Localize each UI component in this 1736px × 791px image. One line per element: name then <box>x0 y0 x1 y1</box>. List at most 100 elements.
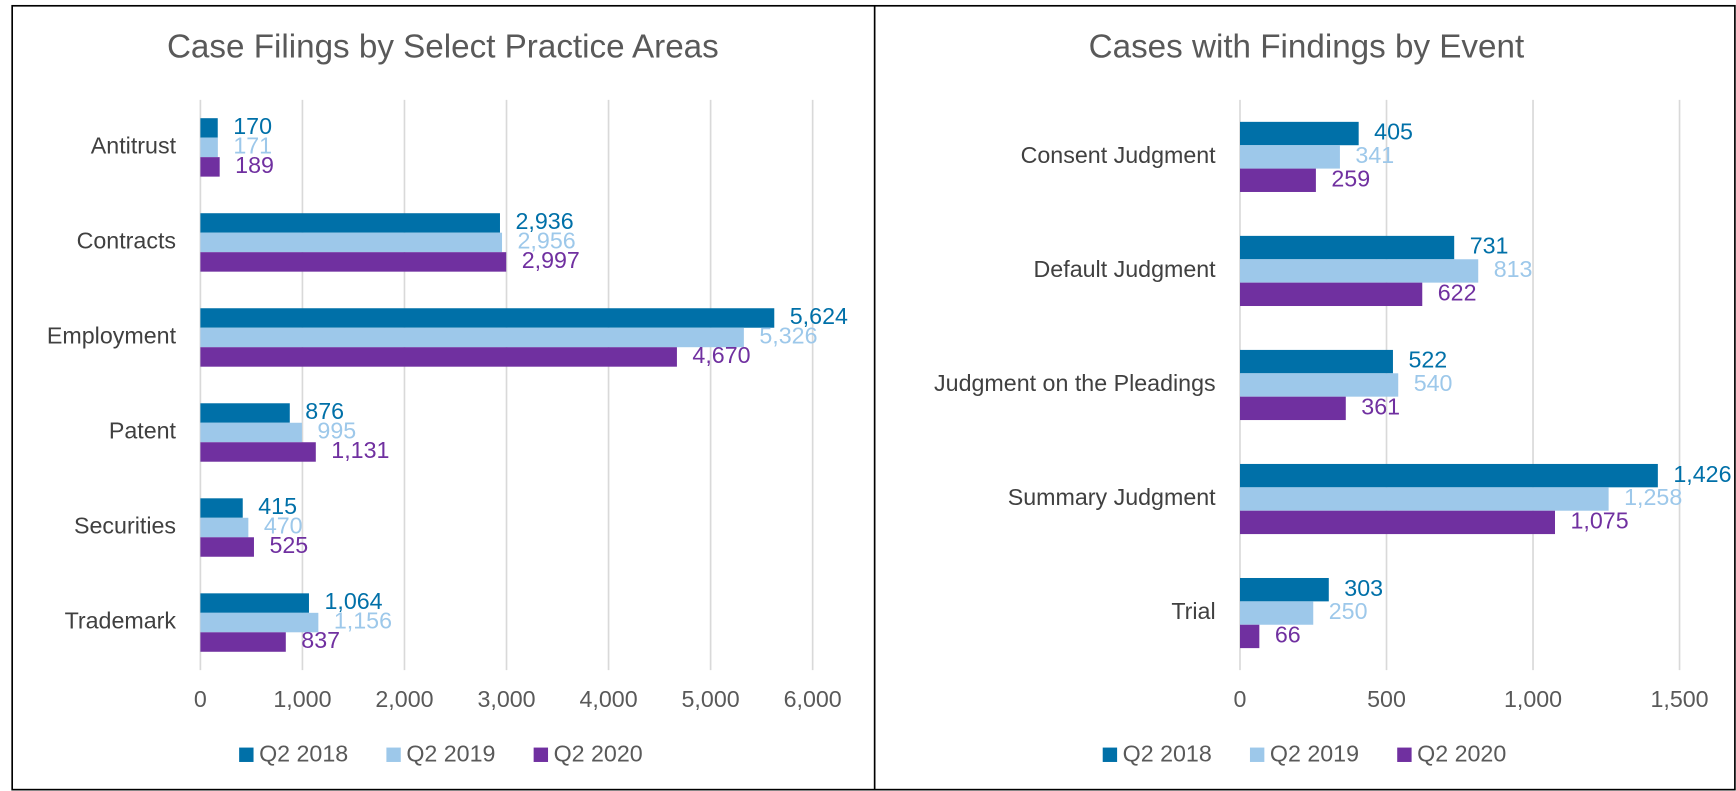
bar <box>1240 145 1340 169</box>
bar <box>200 442 316 462</box>
value-label: 470 <box>264 513 303 539</box>
bar <box>200 593 309 613</box>
bar <box>1240 235 1455 260</box>
bar <box>1240 396 1346 421</box>
bar <box>200 118 218 138</box>
value-label: 1,064 <box>324 588 382 614</box>
bar <box>200 517 249 538</box>
bar <box>200 232 503 253</box>
bar <box>200 213 500 233</box>
category-label: Patent <box>109 418 177 444</box>
category-label: Default Judgment <box>1034 256 1217 282</box>
value-label: 995 <box>317 418 356 444</box>
bar <box>200 308 775 328</box>
legend-label: Q2 2018 <box>1123 740 1212 766</box>
legend-swatch <box>1397 747 1412 762</box>
legend-label: Q2 2018 <box>259 740 348 766</box>
value-label: 622 <box>1438 279 1477 305</box>
value-label: 2,997 <box>522 247 580 273</box>
bar <box>1240 487 1609 511</box>
bar <box>1240 601 1314 625</box>
value-label: 171 <box>233 133 272 159</box>
category-label: Employment <box>47 323 177 349</box>
x-tick-label: 500 <box>1367 686 1406 712</box>
value-label: 525 <box>269 532 308 558</box>
value-label: 341 <box>1355 142 1394 168</box>
legend-swatch <box>533 747 549 762</box>
value-label: 540 <box>1414 370 1453 396</box>
value-label: 189 <box>235 152 274 178</box>
bar <box>200 157 220 177</box>
bar <box>1240 577 1329 602</box>
value-label: 813 <box>1494 256 1533 282</box>
legend-label: Q2 2020 <box>554 740 643 766</box>
legend-swatch <box>239 747 254 762</box>
value-label: 837 <box>301 627 340 653</box>
value-label: 5,624 <box>790 303 848 329</box>
value-label: 1,075 <box>1571 508 1629 534</box>
value-label: 876 <box>305 398 344 424</box>
category-label: Securities <box>74 513 176 539</box>
bar <box>1240 373 1399 397</box>
value-label: 1,258 <box>1624 484 1682 510</box>
bar <box>200 632 286 652</box>
bar <box>1240 282 1423 307</box>
value-label: 1,426 <box>1673 461 1731 487</box>
bar <box>200 347 677 367</box>
chart-title: Cases with Findings by Event <box>1089 29 1525 66</box>
x-tick-label: 1,500 <box>1650 686 1708 712</box>
bar <box>1240 624 1260 649</box>
value-label: 522 <box>1408 347 1447 373</box>
bar <box>200 537 254 557</box>
bar <box>1240 168 1316 192</box>
x-tick-label: 1,000 <box>1504 686 1562 712</box>
category-label: Consent Judgment <box>1021 142 1217 168</box>
bar <box>1240 463 1658 488</box>
legend-label: Q2 2020 <box>1417 740 1506 766</box>
bar <box>200 612 319 633</box>
value-label: 1,131 <box>331 437 389 463</box>
bar <box>200 498 243 518</box>
x-tick-label: 6,000 <box>784 686 842 712</box>
category-label: Antitrust <box>91 133 177 159</box>
chart-title: Case Filings by Select Practice Areas <box>167 29 719 66</box>
category-label: Judgment on the Pleadings <box>934 370 1216 396</box>
x-tick-label: 0 <box>194 686 207 712</box>
legend-swatch <box>386 747 401 762</box>
value-label: 66 <box>1275 622 1301 648</box>
value-label: 405 <box>1374 119 1413 145</box>
bar <box>200 422 302 443</box>
value-label: 250 <box>1329 598 1368 624</box>
value-label: 303 <box>1344 575 1383 601</box>
value-label: 1,156 <box>334 608 392 634</box>
bar <box>200 137 218 158</box>
value-label: 415 <box>258 493 297 519</box>
value-label: 5,326 <box>759 323 817 349</box>
frame <box>11 4 1736 791</box>
bar <box>200 252 507 272</box>
value-label: 361 <box>1361 394 1400 420</box>
value-label: 259 <box>1331 165 1370 191</box>
category-label: Trial <box>1171 598 1215 624</box>
category-label: Contracts <box>77 228 176 254</box>
bar <box>200 327 744 348</box>
legend-label: Q2 2019 <box>1270 740 1359 766</box>
x-tick-label: 3,000 <box>477 686 535 712</box>
x-tick-label: 1,000 <box>273 686 331 712</box>
bar <box>200 403 290 423</box>
value-label: 4,670 <box>692 342 750 368</box>
value-label: 731 <box>1470 233 1509 259</box>
value-label: 170 <box>233 113 272 139</box>
bar <box>1240 121 1359 146</box>
x-tick-label: 2,000 <box>375 686 433 712</box>
x-tick-label: 5,000 <box>682 686 740 712</box>
bar <box>1240 510 1556 535</box>
bar <box>1240 259 1479 283</box>
bar <box>1240 349 1393 374</box>
legend-swatch <box>1102 747 1118 762</box>
x-tick-label: 4,000 <box>579 686 637 712</box>
legend-swatch <box>1249 747 1265 762</box>
value-label: 2,936 <box>515 208 573 234</box>
